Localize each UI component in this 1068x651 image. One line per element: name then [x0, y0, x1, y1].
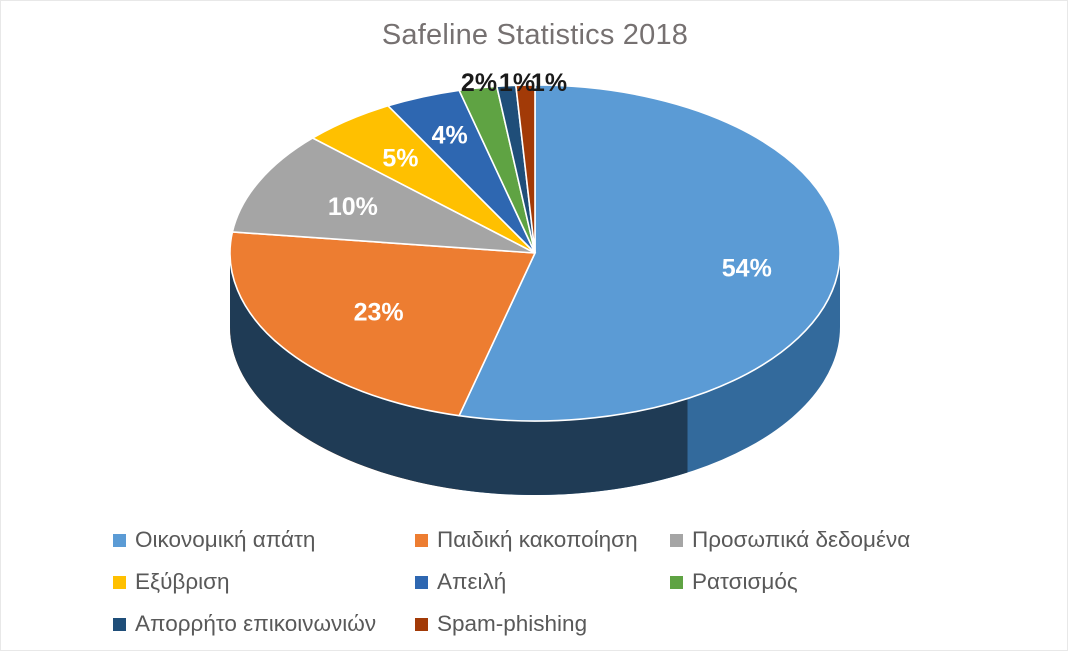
legend-item-label: Εξύβριση — [135, 568, 230, 594]
pie-slice-label: 54% — [722, 255, 772, 283]
legend-item[interactable]: Απορρήτο επικοινωνιών — [113, 610, 415, 636]
legend-item-label: Προσωπικά δεδομένα — [692, 526, 911, 552]
pie-slice[interactable] — [457, 84, 841, 422]
legend-item-label: Απειλή — [437, 568, 507, 594]
legend-item[interactable]: Ρατσισμός — [670, 568, 970, 594]
legend-swatch-icon — [113, 533, 126, 547]
pie-slice-label: 10% — [328, 193, 378, 221]
legend-item[interactable]: Παιδική κακοποίηση — [415, 526, 670, 552]
pie-slice-label: 2% — [461, 69, 497, 97]
legend-swatch-icon — [113, 575, 126, 589]
legend-swatch-icon — [670, 533, 683, 547]
legend-swatch-icon — [415, 575, 428, 589]
pie-slice[interactable] — [514, 84, 536, 254]
chart-title: Safeline Statistics 2018 — [381, 19, 689, 51]
pie-3d-side-walls — [230, 253, 840, 495]
pie-chart-svg[interactable]: 54%23%10%5%4%2% 1%1% — [1, 63, 1068, 503]
pie-slices[interactable] — [229, 84, 841, 422]
pie-slice[interactable] — [231, 137, 536, 254]
legend-swatch-icon — [113, 617, 126, 631]
legend-item-label: Spam-phishing — [437, 610, 588, 636]
pie-slice-label: 23% — [354, 299, 404, 327]
pie-slice[interactable] — [229, 231, 537, 417]
legend-item-label: Παιδική κακοποίηση — [437, 526, 638, 552]
pie-data-labels: 54%23%10%5%4%2% 1%1% — [328, 69, 772, 327]
legend-item[interactable]: Προσωπικά δεδομένα — [670, 526, 970, 552]
legend-item[interactable]: Εξύβριση — [113, 568, 415, 594]
legend-item[interactable]: Spam-phishing — [415, 610, 670, 636]
pie-slice-label: 1% — [499, 69, 535, 97]
pie-slice-label: 5% — [382, 144, 418, 172]
legend-swatch-icon — [415, 617, 428, 631]
pie-slice-label: 1% — [531, 69, 567, 97]
pie-slice-label: 4% — [432, 121, 468, 149]
legend-item-label: Ρατσισμός — [692, 568, 798, 594]
chart-legend: Οικονομική απάτη Παιδική κακοποίηση Προσωπ… — [113, 519, 993, 645]
legend-item[interactable]: Οικονομική απάτη — [113, 526, 415, 552]
legend-item-label: Απορρήτο επικοινωνιών — [135, 610, 377, 636]
pie-side-wall-shadow — [230, 253, 688, 495]
legend-swatch-icon — [670, 575, 683, 589]
pie-chart-plot-area[interactable]: 54% 23% 10% 5% 4% 2% 1% 1% — [1, 63, 1068, 503]
legend-swatch-icon — [415, 533, 428, 547]
legend-item-label: Οικονομική απάτη — [135, 526, 316, 552]
legend-item[interactable]: Απειλή — [415, 568, 670, 594]
